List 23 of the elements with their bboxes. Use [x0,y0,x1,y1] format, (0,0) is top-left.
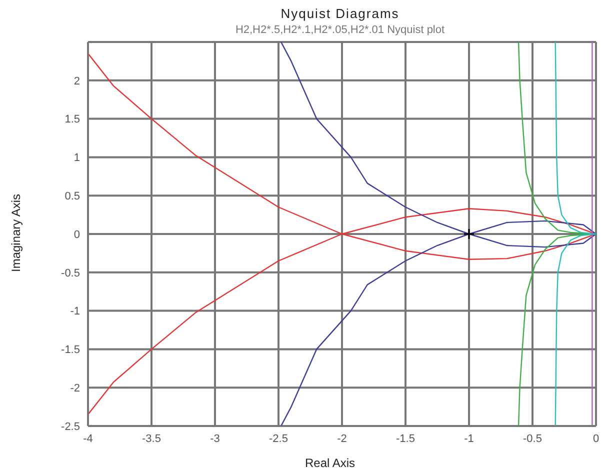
x-axis-title: Real Axis [304,456,356,470]
y-tick-label: -1 [70,306,80,318]
x-tick-label: -3 [210,432,220,445]
x-tick-label: -4 [83,432,93,445]
x-tick-label: 0 [592,432,600,445]
y-tick-label: -1.5 [61,344,80,356]
chart-title: Nyquist Diagrams [280,6,400,21]
y-tick-label: 1.5 [64,114,80,126]
y-tick-label: 2 [74,75,80,88]
y-tick-label: 1 [74,152,80,164]
x-tick-label: -1 [464,432,474,445]
y-tick-label: 0.5 [64,190,80,203]
x-tick-label: -1.5 [396,432,415,445]
y-tick-label: -0.5 [61,267,80,280]
chart-subtitle: H2,H2*.5,H2*.1,H2*.05,H2*.01 Nyquist plot [234,24,446,36]
x-tick-label: -2 [337,432,347,445]
y-tick-label: 0 [74,228,80,241]
x-tick-label: -3.5 [142,432,161,445]
x-tick-label: -2.5 [269,432,288,445]
y-axis-title: Imaginary Axis [9,194,23,272]
x-tick-label: -0.5 [523,432,542,445]
y-tick-label: -2 [70,382,80,395]
y-tick-label: -2.5 [61,420,80,433]
